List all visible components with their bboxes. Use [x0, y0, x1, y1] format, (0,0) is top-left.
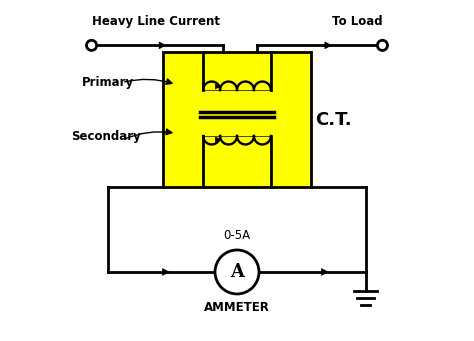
Text: AMMETER: AMMETER: [204, 301, 270, 314]
Text: 0-5A: 0-5A: [223, 228, 251, 241]
Text: A: A: [230, 263, 244, 281]
Text: C.T.: C.T.: [315, 111, 351, 129]
Circle shape: [86, 40, 97, 50]
Text: Heavy Line Current: Heavy Line Current: [91, 15, 219, 28]
Circle shape: [215, 250, 259, 294]
Text: Secondary: Secondary: [71, 130, 141, 143]
Circle shape: [377, 40, 388, 50]
Text: To Load: To Load: [332, 15, 383, 28]
Bar: [163, 52, 311, 188]
Text: Primary: Primary: [82, 76, 134, 89]
